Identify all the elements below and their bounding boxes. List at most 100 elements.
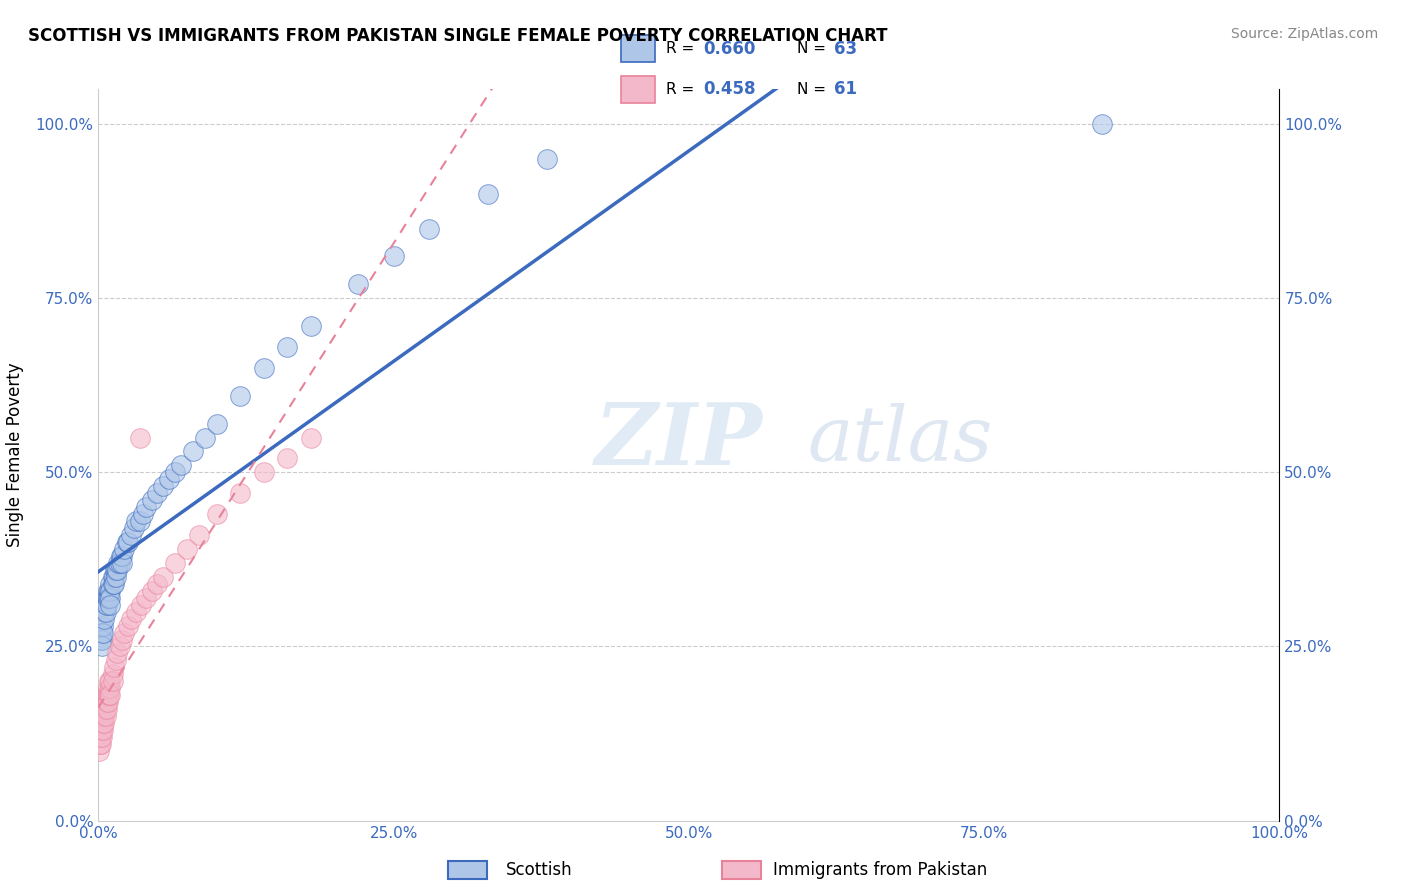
Text: N =: N = xyxy=(797,41,831,56)
Text: N =: N = xyxy=(797,82,831,97)
Point xyxy=(96,591,118,605)
Text: ZIP: ZIP xyxy=(595,399,762,482)
Point xyxy=(125,605,148,619)
FancyBboxPatch shape xyxy=(447,862,486,880)
Point xyxy=(98,591,121,605)
Point xyxy=(129,598,152,612)
Point xyxy=(96,695,118,709)
Point xyxy=(299,430,322,444)
Point xyxy=(112,541,135,556)
FancyBboxPatch shape xyxy=(621,36,655,62)
Point xyxy=(103,576,125,591)
Point xyxy=(176,541,198,556)
Point xyxy=(105,653,128,667)
Point xyxy=(418,221,440,235)
Point xyxy=(104,563,127,577)
Point xyxy=(112,625,135,640)
Point xyxy=(101,674,124,689)
Point xyxy=(194,430,217,444)
Point xyxy=(93,695,115,709)
Point xyxy=(157,472,180,486)
Point xyxy=(87,744,110,758)
Point xyxy=(90,716,112,731)
Point xyxy=(93,605,115,619)
Point xyxy=(91,640,114,654)
Point xyxy=(89,737,111,751)
Point xyxy=(97,583,120,598)
Point xyxy=(141,493,163,508)
Point xyxy=(276,451,298,466)
Point xyxy=(91,730,114,744)
Point xyxy=(1091,117,1114,131)
Text: 61: 61 xyxy=(834,80,858,98)
Point xyxy=(91,625,114,640)
Text: 0.458: 0.458 xyxy=(703,80,755,98)
Point xyxy=(89,625,111,640)
Point xyxy=(89,723,111,737)
Point xyxy=(97,591,120,605)
Point xyxy=(90,723,112,737)
Point xyxy=(122,521,145,535)
Point xyxy=(253,466,276,480)
Point xyxy=(165,556,187,570)
Point xyxy=(128,430,150,444)
Point xyxy=(121,528,143,542)
Point xyxy=(97,695,120,709)
Text: Source: ZipAtlas.com: Source: ZipAtlas.com xyxy=(1230,27,1378,41)
Point xyxy=(253,360,276,375)
Text: SCOTTISH VS IMMIGRANTS FROM PAKISTAN SINGLE FEMALE POVERTY CORRELATION CHART: SCOTTISH VS IMMIGRANTS FROM PAKISTAN SIN… xyxy=(28,27,887,45)
FancyBboxPatch shape xyxy=(621,76,655,103)
Point xyxy=(229,389,252,403)
Point xyxy=(96,688,118,702)
Point xyxy=(125,514,148,528)
Point xyxy=(93,709,115,723)
Point xyxy=(110,549,132,563)
Point xyxy=(111,549,134,563)
Point xyxy=(98,598,121,612)
Point xyxy=(105,563,128,577)
Point xyxy=(117,618,139,632)
Point xyxy=(111,556,134,570)
Text: R =: R = xyxy=(666,82,699,97)
Point xyxy=(170,458,193,473)
Text: Immigrants from Pakistan: Immigrants from Pakistan xyxy=(773,861,987,879)
Point xyxy=(91,709,114,723)
Point xyxy=(181,444,204,458)
Point xyxy=(94,695,117,709)
Point xyxy=(91,702,114,716)
Point xyxy=(146,486,169,500)
Point xyxy=(98,688,121,702)
Text: 0.660: 0.660 xyxy=(703,40,755,58)
Point xyxy=(91,723,114,737)
Point xyxy=(105,563,128,577)
Point xyxy=(91,702,114,716)
Point xyxy=(141,583,163,598)
Point xyxy=(152,570,174,584)
Point xyxy=(146,576,169,591)
Point xyxy=(135,500,157,515)
Point xyxy=(105,647,128,661)
Text: 63: 63 xyxy=(834,40,858,58)
Point xyxy=(187,528,209,542)
Point xyxy=(98,688,121,702)
Point xyxy=(93,702,115,716)
Point xyxy=(108,556,131,570)
Point xyxy=(347,277,370,292)
Text: R =: R = xyxy=(666,41,699,56)
Text: Scottish: Scottish xyxy=(506,861,572,879)
Point xyxy=(96,598,118,612)
Point xyxy=(115,535,138,549)
Point xyxy=(299,319,322,334)
Point xyxy=(98,674,121,689)
Point xyxy=(165,466,187,480)
Point xyxy=(276,340,298,354)
Point xyxy=(97,681,120,696)
FancyBboxPatch shape xyxy=(723,862,762,880)
Point xyxy=(98,583,121,598)
Point xyxy=(98,681,121,696)
Y-axis label: Single Female Poverty: Single Female Poverty xyxy=(7,363,24,547)
Point xyxy=(89,730,111,744)
Point xyxy=(90,730,112,744)
Point xyxy=(477,186,499,201)
Point xyxy=(103,660,125,674)
